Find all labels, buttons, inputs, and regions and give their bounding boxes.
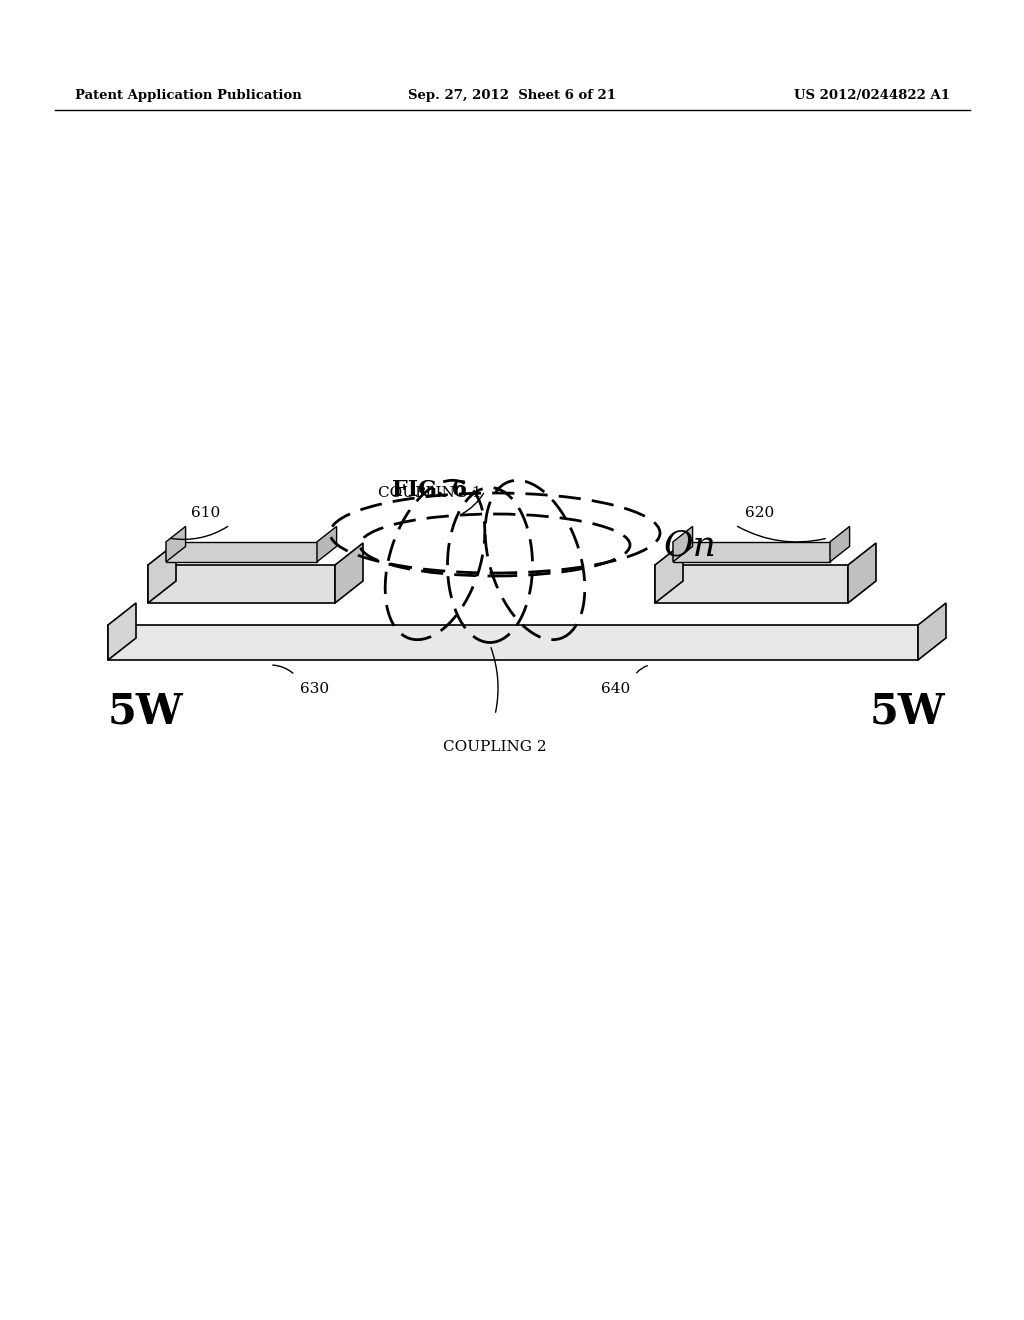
Polygon shape [166,527,185,562]
Polygon shape [148,543,176,603]
Text: 620: 620 [745,506,774,520]
Polygon shape [673,527,692,562]
Text: 630: 630 [300,682,329,696]
Text: Patent Application Publication: Patent Application Publication [75,88,302,102]
Polygon shape [166,541,317,562]
Text: US 2012/0244822 A1: US 2012/0244822 A1 [794,88,950,102]
Polygon shape [673,541,830,562]
Polygon shape [317,527,337,562]
Text: On: On [664,528,717,562]
Text: COUPLING 1: COUPLING 1 [378,486,482,500]
Polygon shape [918,603,946,660]
Polygon shape [830,527,850,562]
Polygon shape [335,543,362,603]
Text: 640: 640 [601,682,630,696]
Text: 5W: 5W [870,690,945,733]
Polygon shape [108,624,918,660]
Text: FIG. 6: FIG. 6 [392,479,468,502]
Polygon shape [108,603,136,660]
Text: COUPLING 2: COUPLING 2 [443,741,547,754]
Text: 610: 610 [190,506,220,520]
Polygon shape [655,543,683,603]
Polygon shape [655,565,848,603]
Polygon shape [848,543,876,603]
Text: Sep. 27, 2012  Sheet 6 of 21: Sep. 27, 2012 Sheet 6 of 21 [408,88,616,102]
Text: 5W: 5W [108,690,183,733]
Polygon shape [148,565,335,603]
